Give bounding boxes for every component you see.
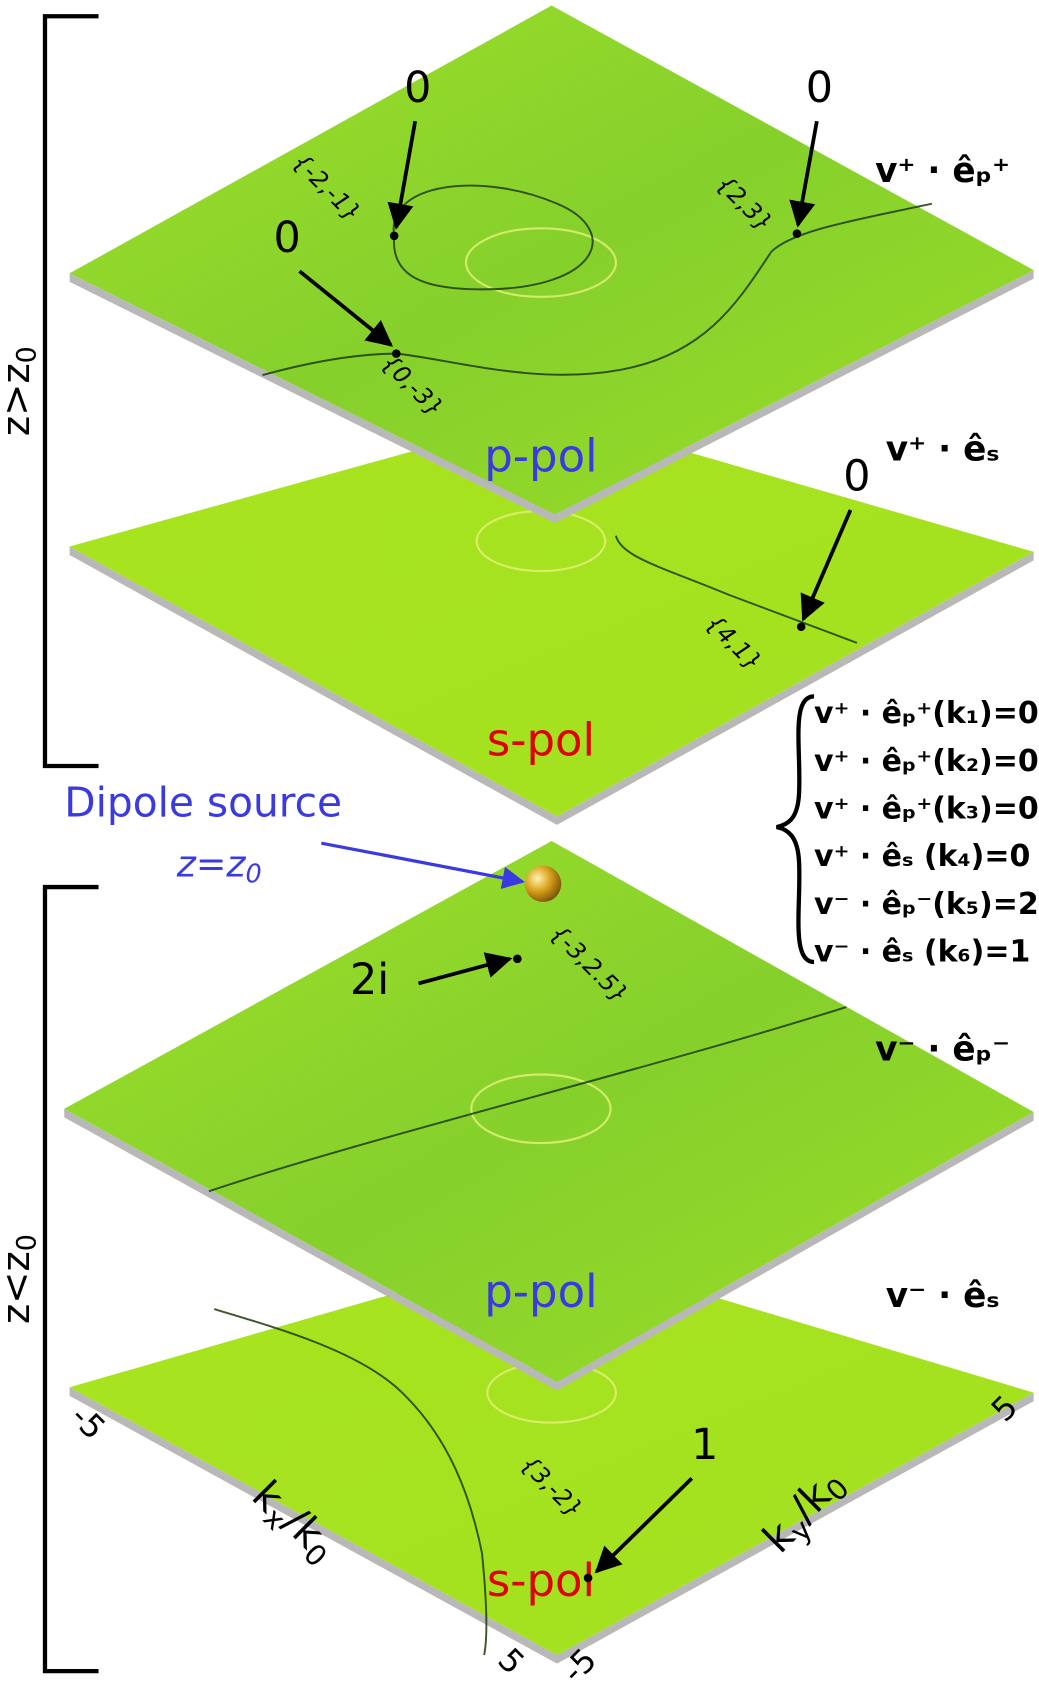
arrow (789, 120, 819, 228)
kx-max: 5 (491, 1641, 532, 1682)
equation: v⁺ · êₚ⁺(k₁)=0 (814, 696, 1039, 731)
bracket (42, 14, 99, 769)
point-value: 1 (691, 1420, 718, 1470)
ring (464, 227, 617, 298)
equation: v⁻ · êₛ (k₆)=1 (814, 935, 1030, 970)
zero-curve (213, 1308, 488, 1656)
point (796, 622, 806, 632)
arrow (387, 120, 418, 230)
dipole-position-part: 0 (245, 860, 261, 890)
point (792, 229, 802, 238)
zero-curve (392, 184, 594, 291)
equation: v⁺ · êₚ⁺(k₃)=0 (814, 792, 1039, 827)
point-value: 0 (273, 213, 300, 263)
plane-label: v⁺ · êₚ⁺ (875, 151, 1010, 191)
point (513, 954, 522, 964)
point-value: 0 (843, 452, 870, 502)
arrow (298, 269, 394, 347)
plane (69, 412, 1034, 817)
polarization-label: p-pol (484, 429, 597, 482)
point-value: 0 (404, 63, 431, 113)
brace (776, 694, 815, 965)
arrow (418, 952, 513, 986)
bracket-label-part: 0 (12, 346, 43, 363)
dipole-arrow (321, 841, 525, 889)
polarization-label: s-pol (487, 1554, 595, 1607)
polarization-label: s-pol (487, 713, 595, 766)
equation: v⁺ · êₚ⁺(k₂)=0 (814, 744, 1039, 779)
plane-label: v⁺ · êₛ (886, 430, 1000, 470)
plane (69, 1248, 1034, 1656)
plane (69, 5, 1034, 515)
equation: v⁺ · êₛ (k₄)=0 (814, 839, 1030, 874)
plane-label: v⁻ · êₛ (886, 1276, 1000, 1316)
dipole-position: z=z0 (176, 842, 262, 889)
point-value: 0 (806, 63, 833, 113)
plane-label: v⁻ · êₚ⁻ (875, 1030, 1010, 1070)
bracket-label: z>z0 (0, 346, 43, 436)
bracket-label-part: 0 (12, 1234, 43, 1251)
zero-curve (208, 1006, 847, 1193)
zero-curve (614, 535, 858, 644)
point (583, 1573, 593, 1583)
point-value: 2i (350, 955, 389, 1005)
bracket-label-part: z<z (0, 1251, 39, 1324)
zero-curve (262, 202, 933, 376)
arrow (800, 509, 853, 622)
dipole-position-part: z=z (176, 842, 247, 885)
dipole-sphere (524, 865, 562, 903)
plane (64, 841, 1034, 1382)
polarization-label: p-pol (484, 1265, 597, 1318)
bracket-label-part: z>z (0, 363, 39, 436)
bracket-label: z<z0 (0, 1234, 43, 1324)
bracket (42, 884, 99, 1674)
ring (470, 1073, 612, 1145)
dipole-title: Dipole source (64, 778, 342, 826)
arrow (594, 1476, 694, 1574)
point (389, 231, 399, 241)
point (392, 349, 401, 358)
equation: v⁻ · êₚ⁻(k₅)=2i (814, 887, 1039, 922)
